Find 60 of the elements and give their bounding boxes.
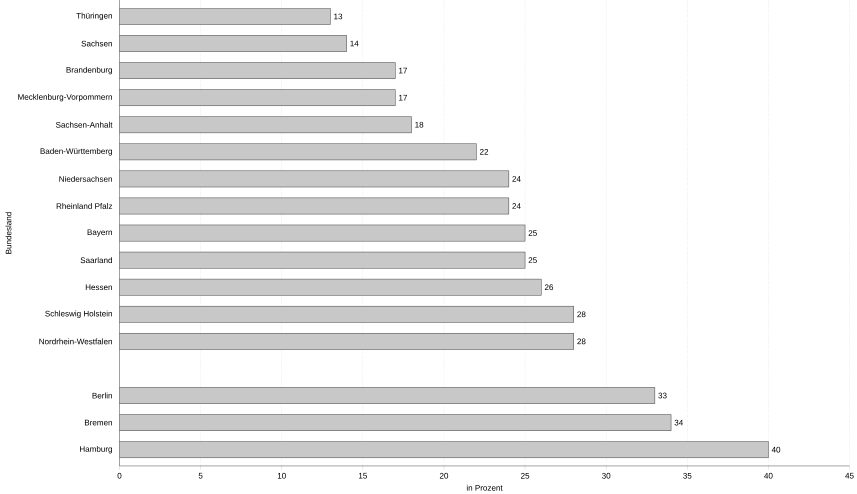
y-tick-label: Berlin (92, 392, 112, 399)
y-tick-label: Sachsen-Anhalt (56, 122, 112, 128)
y-tick-label: Nordrhein-Westfalen (39, 338, 112, 345)
bar (119, 116, 412, 134)
x-tick-label: 45 (845, 473, 854, 479)
bar (119, 62, 396, 80)
y-tick-label: Saarland (80, 257, 112, 264)
bar (119, 306, 574, 323)
y-tick-label: Thüringen (76, 12, 112, 20)
data-label: 33 (658, 392, 667, 399)
y-tick-label: Bremen (84, 420, 112, 426)
data-label: 17 (399, 68, 408, 74)
bar (119, 387, 656, 404)
y-tick-label: Bayern (88, 230, 112, 237)
data-label: 40 (772, 447, 780, 453)
x-tick-label: 15 (358, 473, 367, 479)
data-label: 13 (334, 14, 342, 20)
y-tick-label: Niedersachsen (59, 176, 112, 182)
bar (119, 144, 477, 160)
bar (119, 90, 396, 106)
x-tick-label: 35 (683, 473, 692, 479)
bar (119, 170, 510, 188)
bar (119, 8, 331, 25)
data-label: 17 (399, 95, 408, 101)
data-label: 22 (480, 149, 488, 155)
x-tick-label: 5 (198, 473, 203, 479)
data-label: 14 (350, 40, 359, 46)
bar (119, 198, 510, 214)
y-tick-label: Baden-Württemberg (40, 148, 112, 156)
x-tick-label: 20 (440, 473, 448, 479)
bar (119, 35, 347, 52)
data-label: 24 (512, 203, 521, 209)
bar (119, 252, 526, 269)
y-tick-label: Rheinland Pfalz (56, 203, 112, 210)
data-label: 18 (415, 122, 424, 128)
y-tick-label: Sachsen (82, 40, 112, 47)
y-tick-label: Brandenburg (66, 66, 112, 74)
bar (119, 333, 574, 350)
x-tick-label: 30 (602, 473, 610, 479)
x-tick-label: 25 (520, 473, 530, 479)
bar (119, 279, 542, 296)
data-label: 28 (577, 312, 586, 318)
data-label: 28 (577, 338, 586, 344)
x-tick-label: 40 (764, 473, 773, 479)
bar (119, 224, 526, 242)
y-tick-label: Hessen (86, 284, 112, 290)
bar (119, 414, 672, 432)
data-label: 24 (512, 176, 521, 182)
data-label: 25 (528, 257, 537, 264)
bar (119, 442, 769, 458)
data-label: 34 (674, 420, 683, 426)
y-tick-label: Schleswig Holstein (45, 310, 112, 318)
x-tick-label: 10 (278, 473, 286, 479)
y-axis-title: Bundesland (5, 212, 12, 254)
y-tick-label: Mecklenburg-Vorpommern (18, 94, 112, 102)
x-axis-title: in Prozent (466, 484, 503, 491)
x-tick-label: 0 (118, 473, 122, 479)
data-label: 26 (544, 284, 554, 290)
y-tick-label: Hamburg (80, 446, 112, 454)
data-label: 25 (528, 230, 537, 236)
